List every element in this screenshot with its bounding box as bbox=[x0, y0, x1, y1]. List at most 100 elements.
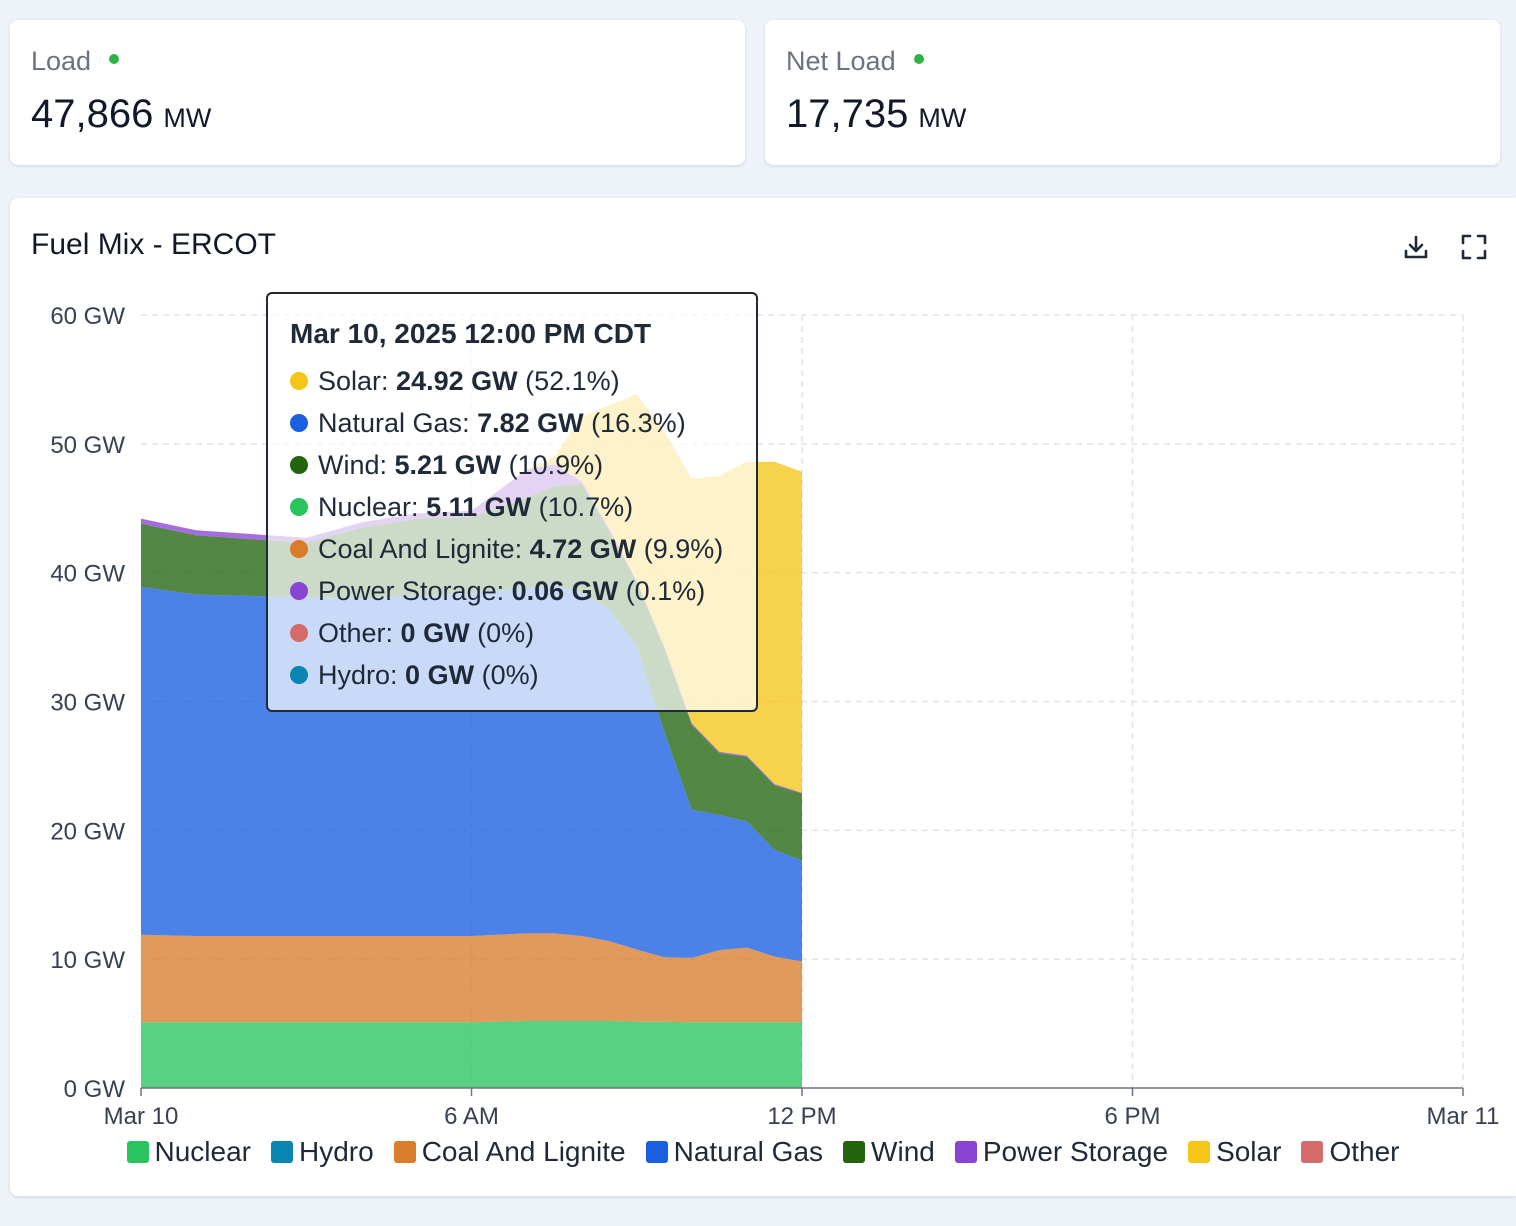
load-card: Load 47,866 MW bbox=[10, 20, 745, 165]
legend-swatch bbox=[1188, 1141, 1211, 1163]
tooltip-series-name: Power Storage bbox=[318, 576, 497, 606]
net-load-status-dot bbox=[913, 53, 924, 64]
tooltip-series-pct: (16.3%) bbox=[591, 408, 686, 438]
tooltip-series-pct: (52.1%) bbox=[525, 366, 620, 396]
legend-label: Nuclear bbox=[154, 1136, 251, 1167]
tooltip-row: Coal And Lignite: 4.72 GW (9.9%) bbox=[290, 528, 756, 570]
legend-swatch bbox=[645, 1141, 668, 1163]
legend-item-hydro[interactable]: Hydro bbox=[271, 1136, 374, 1168]
net-load-unit: MW bbox=[918, 103, 967, 133]
area-nuclear[interactable] bbox=[141, 1021, 802, 1088]
x-tick-label: Mar 10 bbox=[104, 1103, 179, 1128]
y-tick-label: 60 GW bbox=[50, 303, 125, 330]
tooltip-series-name: Nuclear bbox=[318, 492, 412, 522]
tooltip-series-value: 0 GW bbox=[405, 660, 475, 690]
load-label-row: Load bbox=[31, 46, 120, 77]
tooltip-series-name: Other bbox=[318, 618, 386, 648]
legend-swatch bbox=[271, 1141, 293, 1163]
tooltip-series-pct: (0.1%) bbox=[625, 576, 706, 606]
legend-item-coal-and-lignite[interactable]: Coal And Lignite bbox=[393, 1136, 626, 1168]
fullscreen-icon bbox=[1461, 234, 1487, 260]
tooltip-series-value: 24.92 GW bbox=[396, 366, 518, 396]
legend-swatch bbox=[843, 1141, 866, 1163]
legend-label: Solar bbox=[1216, 1136, 1282, 1167]
y-tick-label: 50 GW bbox=[50, 432, 125, 459]
tooltip-series-value: 0.06 GW bbox=[511, 576, 619, 606]
load-label: Load bbox=[31, 46, 92, 76]
net-load-card: Net Load 17,735 MW bbox=[765, 20, 1500, 165]
tooltip-dot bbox=[290, 623, 308, 642]
tooltip-dot bbox=[290, 581, 308, 600]
tooltip-row: Hydro: 0 GW (0%) bbox=[290, 654, 756, 696]
tooltip-dot bbox=[290, 455, 308, 474]
tooltip-series-value: 5.11 GW bbox=[426, 492, 532, 522]
y-tick-label: 40 GW bbox=[50, 561, 125, 588]
legend-label: Wind bbox=[871, 1136, 935, 1167]
tooltip-dot bbox=[290, 665, 308, 684]
tooltip-row: Power Storage: 0.06 GW (0.1%) bbox=[290, 570, 756, 612]
legend-label: Power Storage bbox=[982, 1136, 1169, 1167]
download-icon bbox=[1404, 235, 1428, 259]
tooltip-row: Natural Gas: 7.82 GW (16.3%) bbox=[290, 402, 756, 444]
load-status-dot bbox=[109, 53, 120, 64]
area-coal-and-lignite[interactable] bbox=[141, 933, 802, 1023]
net-load-label: Net Load bbox=[786, 46, 896, 76]
y-tick-label: 30 GW bbox=[50, 690, 125, 717]
chart-axes: 0 GW 10 GW 20 GW 30 GW 40 GW 50 GW 60 GW Mar 10… bbox=[50, 303, 1499, 1128]
tooltip-series-value: 4.72 GW bbox=[529, 534, 637, 564]
tooltip-series-pct: (0%) bbox=[477, 618, 535, 648]
tooltip-title: Mar 10, 2025 12:00 PM CDT bbox=[290, 318, 652, 349]
legend-swatch bbox=[1301, 1141, 1324, 1163]
legend-item-natural-gas[interactable]: Natural Gas bbox=[645, 1136, 824, 1168]
legend-label: Other bbox=[1329, 1136, 1400, 1167]
tooltip-row: Solar: 24.92 GW (52.1%) bbox=[290, 360, 756, 402]
tooltip-series-name: Coal And Lignite bbox=[318, 534, 515, 564]
tooltip-rows: Solar: 24.92 GW (52.1%) Natural Gas: 7.82… bbox=[290, 360, 756, 696]
tooltip-dot bbox=[290, 413, 308, 432]
tooltip-series-pct: (10.9%) bbox=[508, 450, 604, 480]
tooltip-series-name: Solar bbox=[318, 366, 382, 396]
legend-label: Hydro bbox=[299, 1136, 374, 1167]
x-tick-label: 6 PM bbox=[1104, 1103, 1160, 1128]
legend-item-solar[interactable]: Solar bbox=[1188, 1136, 1281, 1168]
y-tick-label: 0 GW bbox=[64, 1076, 126, 1103]
net-load-label-row: Net Load bbox=[786, 46, 924, 77]
download-button[interactable] bbox=[1399, 230, 1433, 264]
tooltip-dot bbox=[290, 497, 308, 516]
tooltip-series-name: Wind bbox=[318, 450, 380, 480]
legend-label: Natural Gas bbox=[673, 1136, 824, 1167]
tooltip-series-value: 7.82 GW bbox=[477, 408, 584, 438]
legend-item-nuclear[interactable]: Nuclear bbox=[126, 1136, 251, 1168]
fuel-mix-chart: 0 GW 10 GW 20 GW 30 GW 40 GW 50 GW 60 GW Mar 10… bbox=[50, 303, 1499, 1128]
chart-legend: Nuclear Hydro Coal And Lignite Natural Gas W… bbox=[10, 1136, 1516, 1168]
tooltip-series-value: 0 GW bbox=[400, 618, 470, 648]
x-tick-label: 6 AM bbox=[444, 1103, 499, 1128]
legend-item-wind[interactable]: Wind bbox=[843, 1136, 935, 1168]
y-tick-label: 10 GW bbox=[50, 947, 125, 974]
tooltip-series-pct: (10.7%) bbox=[538, 492, 634, 522]
legend-item-other[interactable]: Other bbox=[1301, 1136, 1399, 1168]
legend-swatch bbox=[126, 1141, 149, 1163]
legend-item-power-storage[interactable]: Power Storage bbox=[954, 1136, 1169, 1168]
tooltip-series-name: Hydro bbox=[318, 660, 391, 690]
tooltip-dot bbox=[290, 371, 308, 390]
tooltip-row: Nuclear: 5.11 GW (10.7%) bbox=[290, 486, 756, 528]
tooltip-series-pct: (9.9%) bbox=[643, 534, 724, 564]
chart-tooltip: Mar 10, 2025 12:00 PM CDT Solar: 24.92 G… bbox=[266, 292, 758, 712]
tooltip-row: Wind: 5.21 GW (10.9%) bbox=[290, 444, 756, 486]
chart-title: Fuel Mix - ERCOT bbox=[31, 228, 277, 261]
load-value: 47,866 bbox=[31, 92, 154, 136]
y-tick-label: 20 GW bbox=[50, 818, 125, 845]
load-value-row: 47,866 MW bbox=[31, 92, 211, 137]
x-tick-label: 12 PM bbox=[767, 1103, 836, 1128]
tooltip-series-value: 5.21 GW bbox=[394, 450, 502, 480]
tooltip-series-pct: (0%) bbox=[481, 660, 539, 690]
net-load-value: 17,735 bbox=[786, 92, 909, 136]
legend-swatch bbox=[954, 1141, 977, 1163]
x-tick-label: Mar 11 bbox=[1427, 1103, 1500, 1128]
legend-label: Coal And Lignite bbox=[421, 1136, 626, 1167]
tooltip-dot bbox=[290, 539, 308, 558]
net-load-value-row: 17,735 MW bbox=[786, 92, 966, 137]
fuel-mix-card: Fuel Mix - ERCOT 0 GW 10 GW 20 GW 30 GW 40 G… bbox=[10, 198, 1516, 1196]
fullscreen-button[interactable] bbox=[1457, 230, 1491, 264]
